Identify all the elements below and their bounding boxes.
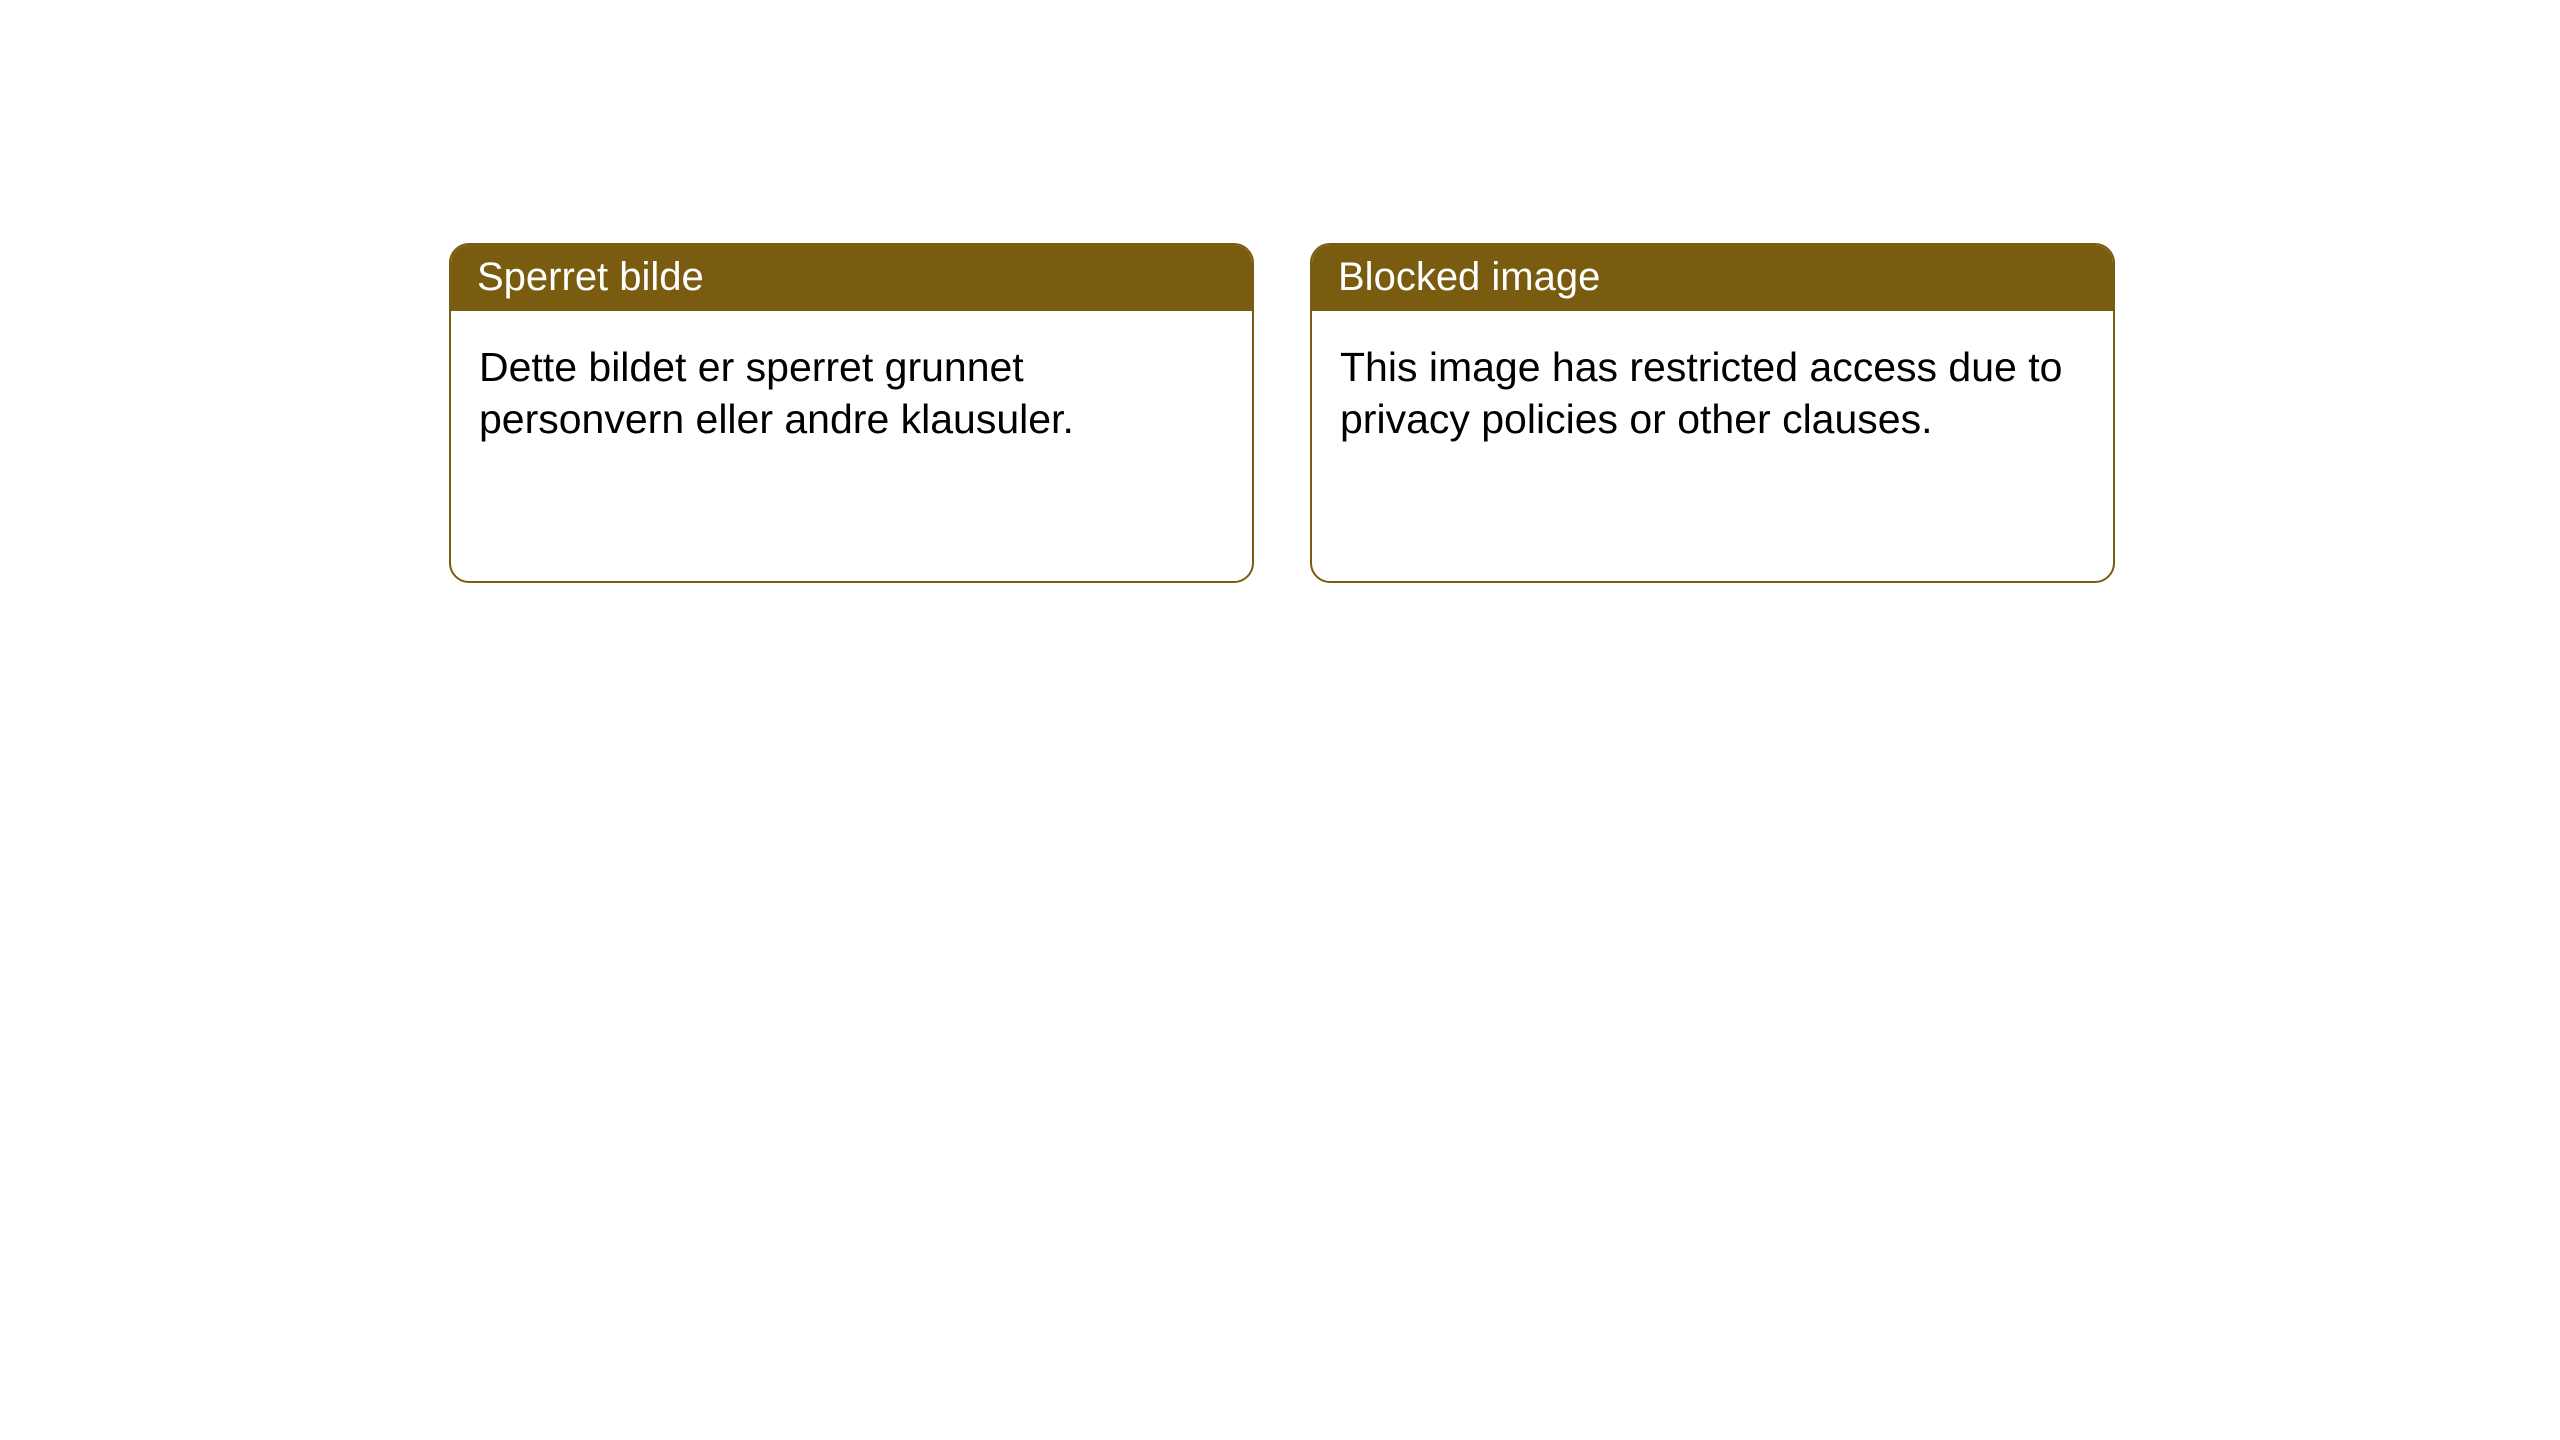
notice-title-norwegian: Sperret bilde: [451, 245, 1252, 311]
notice-body-norwegian: Dette bildet er sperret grunnet personve…: [451, 311, 1252, 466]
notice-body-english: This image has restricted access due to …: [1312, 311, 2113, 466]
notice-title-english: Blocked image: [1312, 245, 2113, 311]
notice-card-english: Blocked image This image has restricted …: [1310, 243, 2115, 583]
notice-card-norwegian: Sperret bilde Dette bildet er sperret gr…: [449, 243, 1254, 583]
